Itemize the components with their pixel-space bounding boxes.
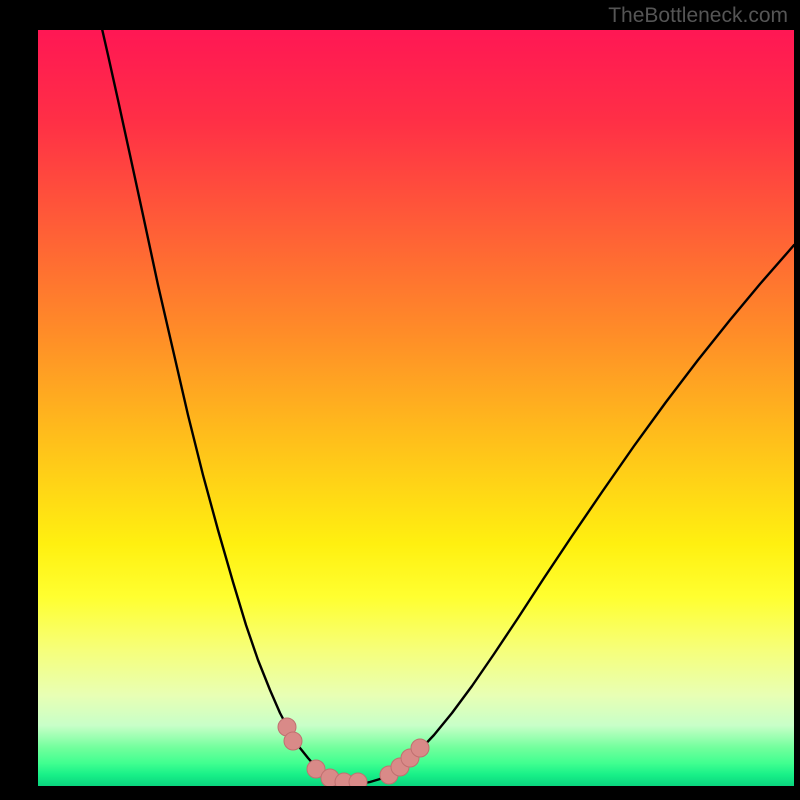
curve-line bbox=[100, 30, 794, 784]
curve-markers bbox=[278, 718, 429, 786]
plot-area bbox=[38, 30, 794, 786]
curve-marker bbox=[349, 773, 367, 786]
curve-marker bbox=[411, 739, 429, 757]
watermark-text: TheBottleneck.com bbox=[608, 4, 788, 28]
bottleneck-curve bbox=[38, 30, 794, 786]
curve-marker bbox=[284, 732, 302, 750]
